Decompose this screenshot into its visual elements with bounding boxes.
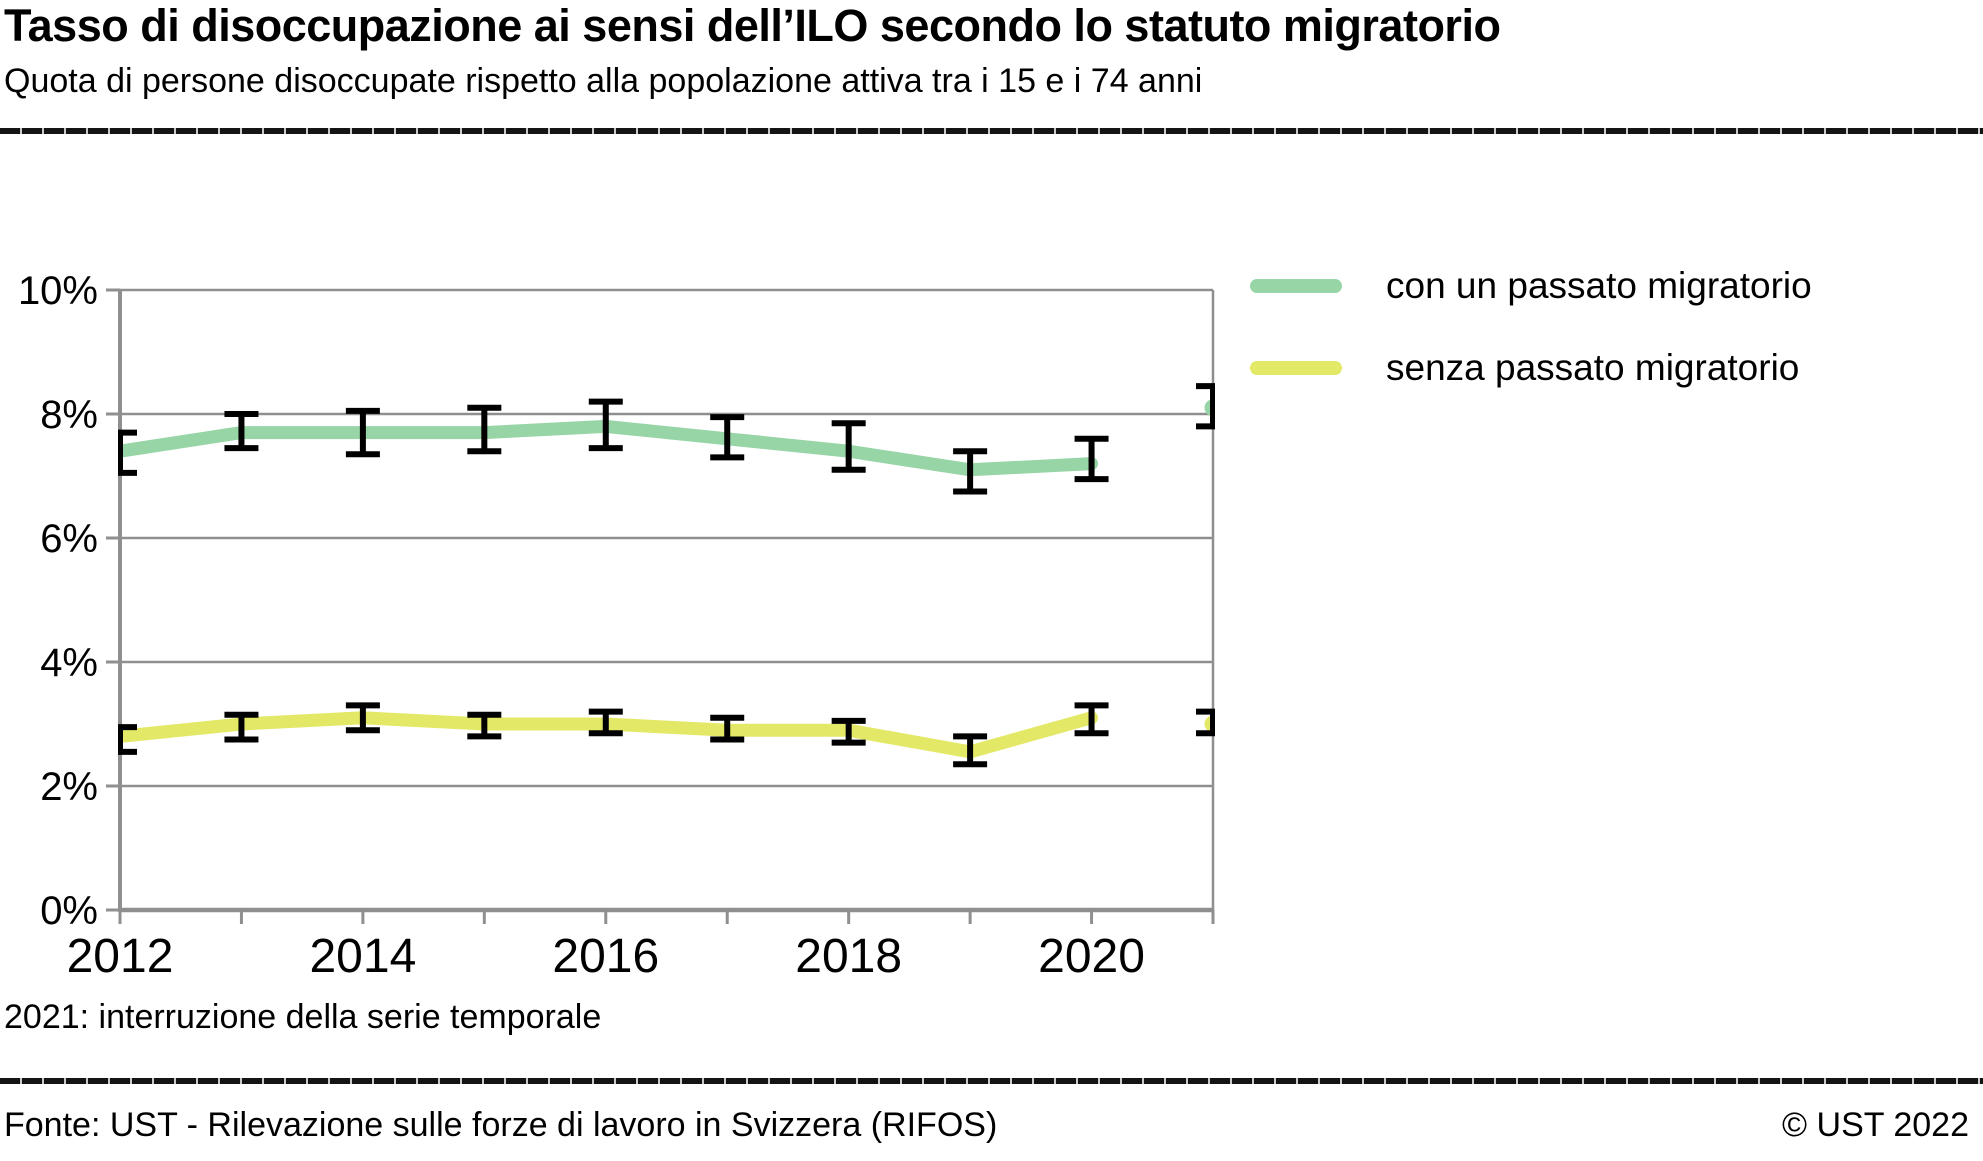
y-axis-label: 6% — [40, 517, 98, 561]
y-axis-labels: 0% 2% 4% 6% 8% 10% — [18, 269, 98, 933]
x-axis-label: 2020 — [1038, 930, 1145, 983]
footnote: 2021: interruzione della serie temporale — [4, 998, 602, 1036]
y-axis-label: 8% — [40, 393, 98, 437]
x-axis-label: 2012 — [67, 930, 174, 983]
x-axis-label: 2018 — [795, 930, 902, 983]
error-bars — [118, 383, 1215, 768]
page-title: Tasso di disoccupazione ai sensi dell’IL… — [4, 0, 1501, 51]
bottom-divider — [0, 1078, 1983, 1084]
footer: Fonte: UST - Rilevazione sulle forze di … — [4, 1106, 1969, 1145]
series-con-passato — [118, 399, 1215, 477]
legend-label: con un passato migratorio — [1386, 265, 1812, 306]
x-axis-label: 2016 — [552, 930, 659, 983]
legend: con un passato migratorio senza passato … — [1250, 258, 1812, 396]
page-subtitle: Quota di persone disoccupate rispetto al… — [4, 62, 1203, 100]
x-axis-label: 2014 — [309, 930, 416, 983]
y-axis-label: 0% — [40, 889, 98, 933]
series-senza-passato — [118, 711, 1215, 759]
gridlines — [120, 288, 1213, 913]
y-axis-label: 2% — [40, 765, 98, 809]
y-axis-label: 10% — [18, 269, 98, 313]
source-text: Fonte: UST - Rilevazione sulle forze di … — [4, 1106, 998, 1144]
legend-swatch-green — [1250, 279, 1342, 293]
x-axis-labels: 2012 2014 2016 2018 2020 — [67, 930, 1145, 983]
legend-item-senza-passato-migratorio: senza passato migratorio — [1250, 340, 1812, 396]
axes — [106, 288, 1215, 924]
copyright-text: © UST 2022 — [1782, 1106, 1969, 1144]
legend-swatch-yellow — [1250, 361, 1342, 375]
legend-item-con-passato-migratorio: con un passato migratorio — [1250, 258, 1812, 314]
legend-label: senza passato migratorio — [1386, 347, 1800, 388]
top-divider — [0, 128, 1983, 134]
y-axis-label: 4% — [40, 641, 98, 685]
